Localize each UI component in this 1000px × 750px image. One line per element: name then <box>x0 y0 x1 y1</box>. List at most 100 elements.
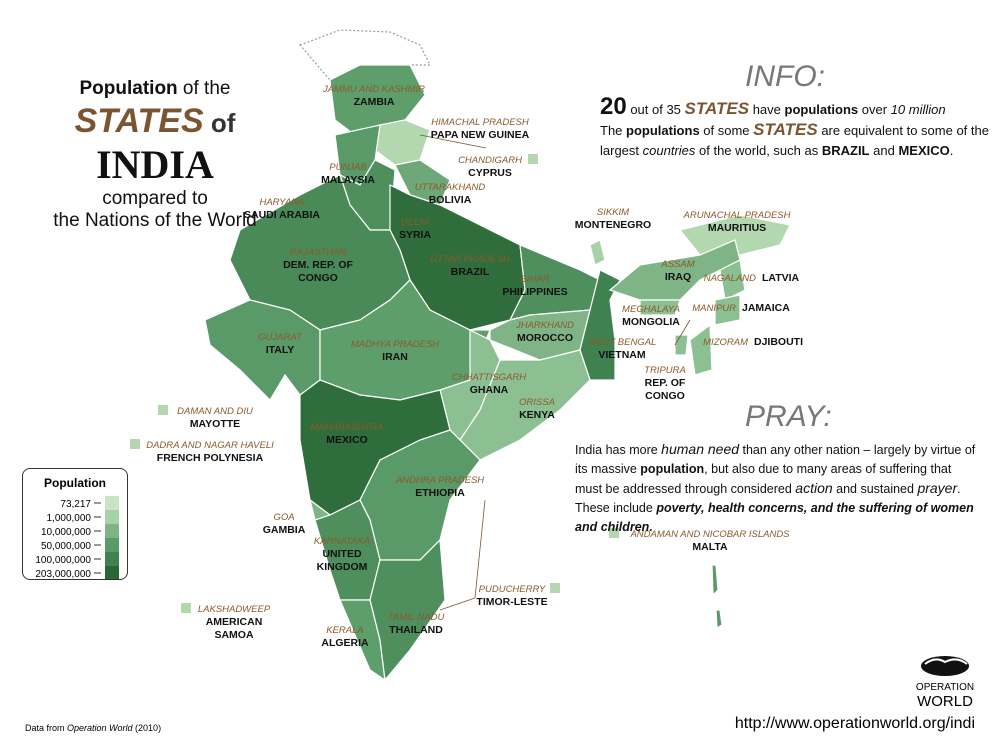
legend-swatch <box>105 524 119 538</box>
state-name: WEST BENGAL <box>588 337 657 348</box>
country-name: BOLIVIA <box>429 194 472 206</box>
state-name: DELHI <box>401 217 429 228</box>
globe-land <box>924 658 968 665</box>
text-run: STATES <box>753 120 818 139</box>
leader-line <box>674 319 691 346</box>
text-run: and sustained <box>832 482 918 496</box>
state-shape <box>394 159 451 206</box>
pray-heading: PRAY: <box>745 400 832 433</box>
text-run: . <box>949 143 954 158</box>
state-shape <box>719 259 746 301</box>
state-shape <box>589 239 606 266</box>
state-name: GUJARAT <box>258 332 303 343</box>
text-run: India has more <box>575 443 662 457</box>
state-shape <box>374 119 431 166</box>
text-run: out of 35 <box>626 102 685 117</box>
info-text: 20 out of 35 STATES have populations ove… <box>600 95 990 161</box>
state-name: BIHAR <box>520 274 549 285</box>
country-name: CYPRUS <box>468 167 512 179</box>
text-run: have <box>749 102 785 117</box>
state-swatch <box>130 439 140 449</box>
country-name: GHANA <box>470 384 509 396</box>
country-name: PAPA NEW GUINEA <box>431 129 530 141</box>
text-run: 20 <box>600 93 627 120</box>
state-name: RAJASTHAN <box>290 247 347 258</box>
state-name: MEGHALAYA <box>622 304 680 315</box>
text-run: population <box>640 462 705 476</box>
info-heading: INFO: <box>745 60 825 93</box>
country-name: SYRIA <box>399 229 432 241</box>
text-line: 20 out of 35 STATES have populations ove… <box>600 95 990 120</box>
country-name: GAMBIA <box>263 524 306 536</box>
source: Data from Operation World (2010) <box>25 723 161 733</box>
legend-swatch <box>105 552 119 566</box>
country-name: AMERICAN <box>206 616 263 628</box>
text-run: human need <box>661 441 740 457</box>
pray-text: India has more human need than any other… <box>575 440 980 537</box>
text-run: INDIA <box>96 142 214 187</box>
state-name: KERALA <box>326 625 364 636</box>
text-run: of the <box>177 78 231 99</box>
source-suffix: (2010) <box>133 723 162 733</box>
country-name: TIMOR-LESTE <box>476 596 547 608</box>
legend-svg: Population 73,217 1,000,000 10,000,000 50,0… <box>35 476 119 580</box>
legend-swatch <box>105 496 119 510</box>
state-name: ORISSA <box>519 397 555 408</box>
text-run: than any other nation – largely by virtu… <box>575 443 979 476</box>
legend-label: 10,000,000 <box>41 527 91 538</box>
island <box>711 564 719 597</box>
text-run: STATES <box>684 99 750 118</box>
country-name: PHILIPPINES <box>502 286 567 298</box>
country-name: IRAN <box>382 351 408 363</box>
country-name: LATVIA <box>762 272 800 284</box>
india-states <box>204 29 791 682</box>
state-name: TAMIL NADU <box>388 612 445 623</box>
text-run: , but also due to many areas of sufferin… <box>575 462 955 496</box>
state-name: ANDAMAN AND NICOBAR ISLANDS <box>629 529 790 540</box>
state-name: HARYANA <box>259 197 304 208</box>
state-name: CHANDIGARH <box>458 155 522 166</box>
state-name: JAMMU AND KASHMIR <box>322 84 425 95</box>
state-shape <box>689 323 713 376</box>
text-run: STATES <box>74 102 204 140</box>
country-name: REP. OF <box>645 377 686 389</box>
text-line: the Nations of the World <box>30 210 280 232</box>
state-name: HIMACHAL PRADESH <box>431 117 529 128</box>
state-name: DAMAN AND DIU <box>177 406 253 417</box>
logo-globe <box>921 656 969 676</box>
country-name: MONGOLIA <box>622 316 680 328</box>
state-name: GOA <box>273 512 294 523</box>
state-name: MADHYA PRADESH <box>351 339 439 350</box>
country-name: MALAYSIA <box>321 174 375 186</box>
state-name: MAHARASHTRA <box>311 422 384 433</box>
legend-label: 100,000,000 <box>35 555 91 566</box>
globe <box>921 656 969 676</box>
country-name: CONGO <box>298 272 338 284</box>
country-name: DEM. REP. OF <box>283 259 353 271</box>
state-name: MIZORAM <box>703 337 748 348</box>
state-name: PUNJAB <box>329 162 367 173</box>
legend-label: 203,000,000 <box>35 569 91 579</box>
state-name: NAGALAND <box>704 273 756 284</box>
state-shape <box>639 299 681 316</box>
leader-line <box>419 134 487 149</box>
country-name: BRAZIL <box>451 266 490 278</box>
country-name: ETHIOPIA <box>415 487 465 499</box>
state-swatch <box>528 154 538 164</box>
text-line: India has more human need than any other… <box>575 440 980 537</box>
country-name: MONTENEGRO <box>575 219 651 231</box>
country-name: MOROCCO <box>517 332 573 344</box>
text-run: 10 million <box>890 102 946 117</box>
country-name: UNITED <box>322 548 362 560</box>
state-name: PUDUCHERRY <box>479 584 546 595</box>
legend-label: 50,000,000 <box>41 541 91 552</box>
country-name: MALTA <box>692 541 728 553</box>
state-name: JHARKHAND <box>515 320 574 331</box>
text-run: compared to <box>102 188 208 209</box>
title: Population of the STATES of INDIA compared… <box>30 78 280 232</box>
legend-title: Population <box>44 476 106 490</box>
logo-line2: WORLD <box>917 693 973 710</box>
state-name: SIKKIM <box>597 207 629 218</box>
